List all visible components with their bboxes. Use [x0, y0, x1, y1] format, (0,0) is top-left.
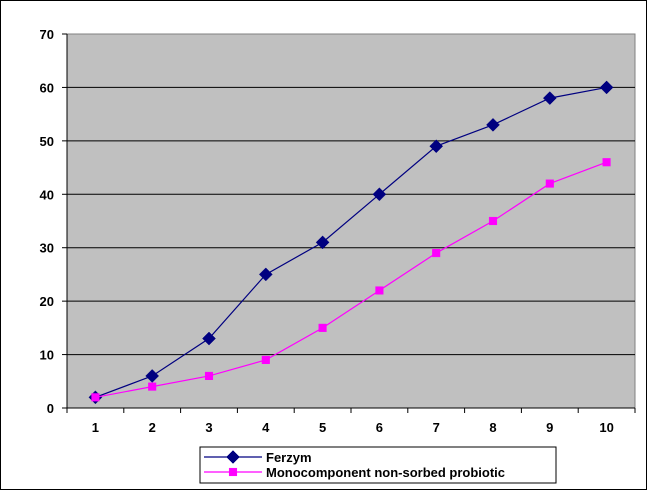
data-point: [375, 286, 384, 295]
y-tick-label: 10: [40, 348, 54, 363]
x-tick-label: 1: [92, 420, 99, 435]
data-point: [542, 91, 557, 105]
x-tick-label: 10: [599, 420, 613, 435]
data-point: [602, 158, 611, 167]
data-point: [318, 323, 327, 332]
x-tick-label: 7: [433, 420, 440, 435]
data-point: [315, 235, 330, 250]
y-tick-label: 20: [40, 294, 54, 309]
data-point: [429, 139, 444, 154]
x-tick-label: 5: [319, 420, 326, 435]
data-point: [91, 393, 100, 402]
data-point: [488, 216, 498, 226]
data-point: [148, 382, 157, 391]
legend-item: Monocomponent non-sorbed probiotic: [204, 465, 505, 480]
data-point: [145, 369, 160, 383]
x-tick-label: 8: [489, 420, 496, 435]
data-point: [261, 355, 270, 364]
series-line: [95, 161, 607, 398]
x-tick-label: 2: [149, 420, 156, 435]
legend-item: Ferzym: [204, 450, 312, 465]
series-lines: [88, 80, 614, 405]
x-tick-label: 9: [546, 420, 553, 435]
x-tick-label: 4: [262, 420, 270, 435]
x-tick-label: 6: [376, 420, 383, 435]
x-tick-label: 3: [205, 420, 212, 435]
legend-label: Monocomponent non-sorbed probiotic: [266, 465, 505, 480]
y-tick-label: 50: [40, 134, 54, 149]
legend-label: Ferzym: [266, 450, 312, 465]
series-line: [95, 86, 607, 398]
plot-area: [66, 33, 636, 409]
data-point: [486, 117, 500, 132]
gridlines: [67, 86, 635, 356]
y-tick-label: 0: [47, 401, 54, 416]
legend-marker: [226, 450, 240, 464]
legend-marker: [228, 467, 238, 477]
data-point: [599, 80, 614, 95]
y-tick-label: 70: [40, 27, 54, 42]
axes: 0 10 20 30 40 50 60 70 1 2 3 4 5 6 7 8 9 10: [40, 27, 636, 435]
data-point: [204, 371, 214, 380]
y-tick-label: 60: [40, 80, 54, 95]
legend-box: [199, 446, 557, 484]
data-point: [372, 187, 387, 202]
data-point: [432, 249, 441, 258]
y-tick-label: 40: [40, 187, 54, 202]
data-point: [202, 331, 216, 346]
data-point: [258, 267, 273, 282]
data-point: [545, 179, 554, 188]
y-tick-label: 30: [40, 241, 54, 256]
series-2: [91, 158, 611, 402]
